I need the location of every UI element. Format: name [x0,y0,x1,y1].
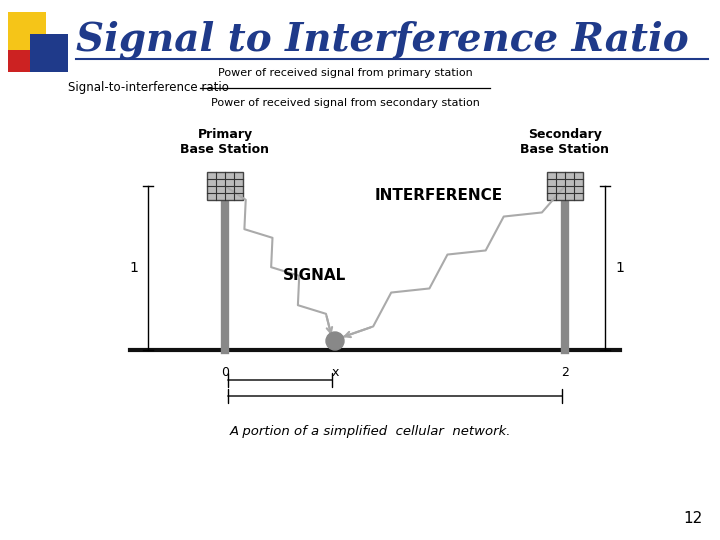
Circle shape [326,332,344,350]
Text: SIGNAL: SIGNAL [283,267,346,282]
FancyBboxPatch shape [207,172,243,200]
Text: Power of received signal from secondary station: Power of received signal from secondary … [210,98,480,108]
Text: 2: 2 [561,366,569,379]
FancyBboxPatch shape [30,34,68,72]
Text: 1: 1 [615,261,624,275]
Text: Primary
Base Station: Primary Base Station [181,128,269,156]
Text: Power of received signal from primary station: Power of received signal from primary st… [217,68,472,78]
Text: INTERFERENCE: INTERFERENCE [375,187,503,202]
Text: Signal-to-interference ratio: Signal-to-interference ratio [68,82,229,94]
FancyBboxPatch shape [8,50,30,72]
Text: 12: 12 [684,511,703,526]
Text: x: x [331,366,338,379]
Text: 0: 0 [221,366,229,379]
Text: A portion of a simplified  cellular  network.: A portion of a simplified cellular netwo… [229,426,510,438]
Text: Secondary
Base Station: Secondary Base Station [521,128,610,156]
Text: Signal to Interference Ratio: Signal to Interference Ratio [76,21,688,59]
FancyBboxPatch shape [8,12,46,50]
Text: 1: 1 [129,261,138,275]
FancyBboxPatch shape [547,172,583,200]
